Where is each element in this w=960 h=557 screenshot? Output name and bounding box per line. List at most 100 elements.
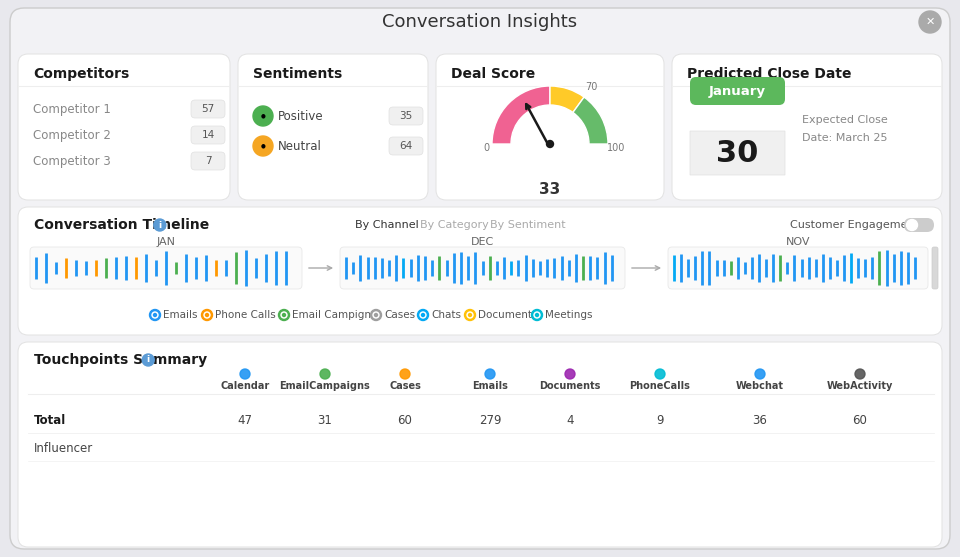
Text: Customer Engagements: Customer Engagements: [790, 220, 924, 230]
Text: Calendar: Calendar: [221, 381, 270, 391]
FancyBboxPatch shape: [932, 247, 938, 289]
Text: JAN: JAN: [156, 237, 176, 247]
Circle shape: [418, 310, 428, 320]
FancyBboxPatch shape: [904, 218, 934, 232]
FancyBboxPatch shape: [436, 54, 664, 200]
Text: Neutral: Neutral: [278, 139, 322, 153]
Circle shape: [202, 310, 212, 320]
Circle shape: [421, 314, 424, 316]
Text: 31: 31: [318, 413, 332, 427]
Text: January: January: [709, 85, 766, 97]
Text: Positive: Positive: [278, 110, 324, 123]
Circle shape: [655, 369, 665, 379]
Text: Date: March 25: Date: March 25: [802, 133, 887, 143]
Text: Cases: Cases: [389, 381, 420, 391]
Text: Documents: Documents: [540, 381, 601, 391]
Text: 60: 60: [852, 413, 868, 427]
Text: 57: 57: [202, 104, 215, 114]
Text: Documents: Documents: [478, 310, 538, 320]
Text: Total: Total: [34, 413, 66, 427]
Circle shape: [373, 312, 379, 318]
Text: Meetings: Meetings: [545, 310, 592, 320]
Circle shape: [204, 312, 210, 318]
Circle shape: [532, 310, 542, 320]
Wedge shape: [573, 97, 608, 144]
FancyBboxPatch shape: [191, 126, 225, 144]
Circle shape: [420, 312, 426, 318]
Text: Conversation Insights: Conversation Insights: [382, 13, 578, 31]
Text: Expected Close: Expected Close: [802, 115, 888, 125]
Circle shape: [282, 314, 285, 316]
Circle shape: [150, 310, 160, 320]
Circle shape: [142, 354, 155, 366]
Text: Influencer: Influencer: [34, 442, 93, 455]
Text: Sentiments: Sentiments: [253, 67, 343, 81]
Circle shape: [154, 219, 166, 231]
Text: 0: 0: [483, 143, 489, 153]
Circle shape: [467, 312, 473, 318]
Text: 35: 35: [399, 111, 413, 121]
Text: i: i: [158, 221, 161, 229]
FancyBboxPatch shape: [690, 77, 785, 105]
Circle shape: [253, 106, 273, 126]
Text: 14: 14: [202, 130, 215, 140]
FancyBboxPatch shape: [340, 247, 625, 289]
Circle shape: [374, 314, 377, 316]
Text: 4: 4: [566, 413, 574, 427]
Text: 70: 70: [585, 82, 597, 92]
Text: ●: ●: [260, 144, 265, 149]
Circle shape: [906, 219, 918, 231]
Wedge shape: [492, 86, 550, 144]
Text: Competitor 2: Competitor 2: [33, 129, 110, 141]
Text: 33: 33: [540, 183, 561, 198]
FancyBboxPatch shape: [30, 247, 302, 289]
Circle shape: [546, 140, 554, 148]
Circle shape: [485, 369, 495, 379]
FancyBboxPatch shape: [389, 107, 423, 125]
Circle shape: [565, 369, 575, 379]
FancyBboxPatch shape: [18, 54, 230, 200]
Text: 60: 60: [397, 413, 413, 427]
Text: Cases: Cases: [384, 310, 415, 320]
Text: Competitor 1: Competitor 1: [33, 102, 110, 115]
Circle shape: [536, 314, 539, 316]
Text: Predicted Close Date: Predicted Close Date: [687, 67, 852, 81]
Text: ✕: ✕: [925, 17, 935, 27]
Text: 9: 9: [657, 413, 663, 427]
Circle shape: [278, 310, 290, 320]
Text: By Channel: By Channel: [355, 220, 419, 230]
Circle shape: [755, 369, 765, 379]
Text: Competitor 3: Competitor 3: [33, 154, 110, 168]
FancyBboxPatch shape: [389, 137, 423, 155]
Text: Conversation Timeline: Conversation Timeline: [34, 218, 209, 232]
Text: Phone Calls: Phone Calls: [215, 310, 276, 320]
Circle shape: [253, 136, 273, 156]
Text: 100: 100: [607, 143, 625, 153]
FancyBboxPatch shape: [668, 247, 928, 289]
Text: 64: 64: [399, 141, 413, 151]
Circle shape: [281, 312, 287, 318]
Text: Deal Score: Deal Score: [451, 67, 536, 81]
Text: 7: 7: [204, 156, 211, 166]
FancyBboxPatch shape: [18, 342, 942, 547]
Circle shape: [400, 369, 410, 379]
Circle shape: [152, 312, 158, 318]
Circle shape: [371, 310, 381, 320]
Circle shape: [465, 310, 475, 320]
Text: Emails: Emails: [472, 381, 508, 391]
FancyBboxPatch shape: [672, 54, 942, 200]
Text: Webchat: Webchat: [736, 381, 784, 391]
FancyBboxPatch shape: [690, 131, 785, 175]
Wedge shape: [550, 86, 584, 113]
Circle shape: [320, 369, 330, 379]
Text: i: i: [147, 355, 150, 364]
Text: PhoneCalls: PhoneCalls: [630, 381, 690, 391]
Text: 47: 47: [237, 413, 252, 427]
FancyBboxPatch shape: [191, 100, 225, 118]
Text: Chats: Chats: [431, 310, 461, 320]
Circle shape: [205, 314, 208, 316]
Text: DEC: DEC: [470, 237, 494, 247]
Text: Touchpoints Summary: Touchpoints Summary: [34, 353, 207, 367]
Text: ●: ●: [260, 114, 265, 119]
FancyBboxPatch shape: [238, 54, 428, 200]
